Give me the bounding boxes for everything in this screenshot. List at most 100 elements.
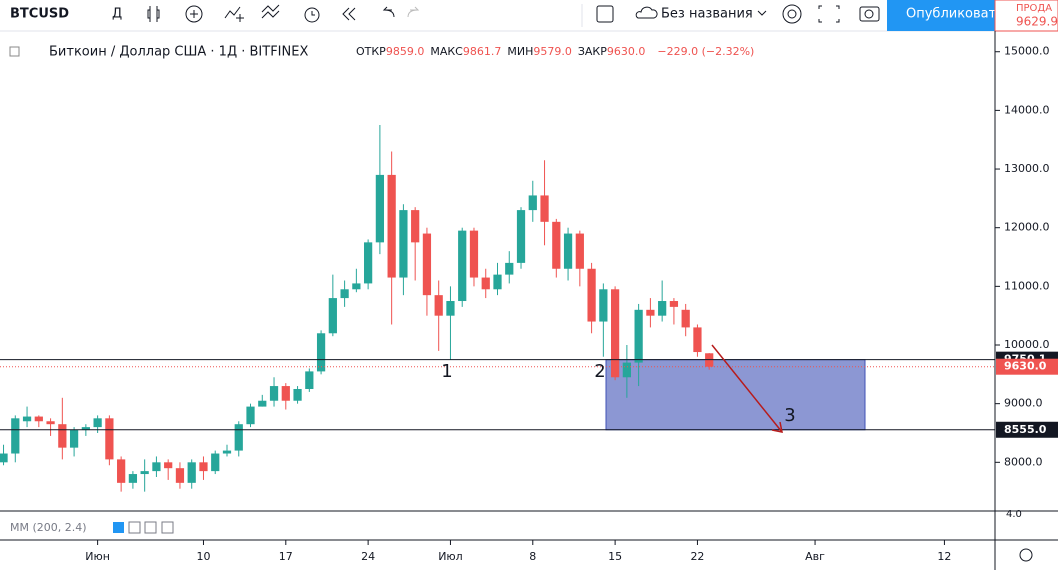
indicator-eye[interactable] <box>113 522 124 533</box>
candle-body <box>222 450 232 454</box>
candle-body <box>434 295 443 316</box>
candle-body <box>693 327 702 353</box>
candle-body <box>352 283 361 290</box>
candle-body <box>458 230 467 302</box>
candle-body <box>610 289 620 378</box>
indicator-tick: 4.0 <box>1006 509 1022 520</box>
x-tick-label: 12 <box>937 550 951 563</box>
y-tick-label: 12000.0 <box>1004 221 1050 234</box>
x-tick-label: 17 <box>279 550 293 563</box>
candle-body <box>599 289 608 322</box>
y-tick-label: 9000.0 <box>1004 397 1043 410</box>
last-price-label: 9630.0 <box>1004 360 1047 373</box>
candle-body <box>528 195 537 211</box>
candle-body <box>481 277 490 290</box>
legend-high-label: МАКС <box>430 45 463 58</box>
candle-body <box>540 195 549 222</box>
indicator-source[interactable] <box>144 521 157 534</box>
candle-body <box>505 262 514 275</box>
candle-body <box>552 221 561 269</box>
legend-high: 9861.7 <box>463 45 502 58</box>
candle-body <box>128 474 138 483</box>
sell-price[interactable]: 9629.9 <box>1016 15 1058 29</box>
symbol[interactable]: BTCUSD <box>10 7 69 22</box>
ohlc-legend: ОТКР 9859.0 МАКС 9861.7 МИН 9579.0 ЗАКР 9630.0−… <box>356 45 754 58</box>
candle-body <box>469 230 479 278</box>
candle-body <box>364 242 373 284</box>
x-tick-label: 10 <box>196 550 210 563</box>
publish-button[interactable] <box>887 0 995 31</box>
legend-close-label: ЗАКР <box>578 45 607 58</box>
interval[interactable]: Д <box>112 7 122 22</box>
candle-body <box>93 418 102 428</box>
candle-body <box>175 468 185 483</box>
legend-close: 9630.0 <box>607 45 646 58</box>
y-tick-label: 13000.0 <box>1004 162 1050 175</box>
candle-body <box>0 453 8 463</box>
zone-rectangle <box>605 359 866 431</box>
indicator-remove[interactable] <box>161 521 174 534</box>
candle-body <box>387 174 396 278</box>
candle-body <box>422 233 432 296</box>
candle-body <box>281 386 290 401</box>
annotation: 3 <box>784 405 795 426</box>
candle-body <box>11 418 20 454</box>
candle-body <box>140 471 149 475</box>
y-tick-label: 14000.0 <box>1004 103 1050 116</box>
series-title: Биткоин / Доллар США · 1Д · BITFINEX <box>49 45 308 60</box>
indicator-settings[interactable] <box>128 521 141 534</box>
y-tick-label: 15000.0 <box>1004 45 1050 58</box>
x-tick-label: 15 <box>608 550 622 563</box>
candle-body <box>34 416 43 422</box>
candle-body <box>399 210 408 278</box>
publish-label[interactable]: Опубликоват <box>906 7 997 22</box>
candle-body <box>563 233 573 269</box>
candle-body <box>234 424 243 451</box>
legend-open: 9859.0 <box>386 45 425 58</box>
candle-body <box>669 301 679 307</box>
toolbar-icons[interactable] <box>147 4 880 24</box>
sell-label[interactable]: ПРОДА <box>1016 3 1052 14</box>
level-label-bg <box>996 421 1058 438</box>
candle-body <box>69 430 79 448</box>
level-label: 8555.0 <box>1004 423 1047 436</box>
annotation: 1 <box>441 361 452 382</box>
x-tick-label: 22 <box>690 550 704 563</box>
x-tick-label: Июл <box>438 550 463 563</box>
legend-low-label: МИН <box>507 45 533 58</box>
legend-low: 9579.0 <box>533 45 572 58</box>
candle-body <box>187 462 196 483</box>
toolbar <box>0 0 1058 31</box>
x-tick-label: 8 <box>529 550 536 563</box>
candle-body <box>375 174 385 243</box>
y-tick-label: 10000.0 <box>1004 338 1050 351</box>
indicator-label: MM (200, 2.4) <box>10 521 87 534</box>
legend-open-label: ОТКР <box>356 45 386 58</box>
layout-name[interactable]: Без названия <box>661 7 753 22</box>
candle-body <box>681 309 690 328</box>
collapse-icon[interactable] <box>9 46 20 57</box>
candle-body <box>575 233 584 269</box>
candle-body <box>81 427 90 431</box>
candle-body <box>293 388 302 401</box>
candle-body <box>105 418 114 460</box>
candle-body <box>22 416 32 422</box>
candle-body <box>411 210 420 243</box>
y-tick-label: 8000.0 <box>1004 455 1043 468</box>
x-tick-label: 24 <box>361 550 375 563</box>
candle-body <box>211 453 220 472</box>
legend-change: −229.0 (−2.32%) <box>657 45 754 58</box>
last-price-bg <box>996 358 1058 375</box>
candle-body <box>164 462 173 469</box>
candle-body <box>622 362 631 378</box>
annotation: 2 <box>594 361 605 382</box>
candle-body <box>446 301 455 316</box>
settings-icon[interactable] <box>1019 548 1033 562</box>
candle-body <box>258 400 267 407</box>
sell-button[interactable] <box>994 0 1058 32</box>
trend-arrow <box>711 344 783 433</box>
candle-body <box>340 289 349 299</box>
candle-body <box>46 421 55 425</box>
